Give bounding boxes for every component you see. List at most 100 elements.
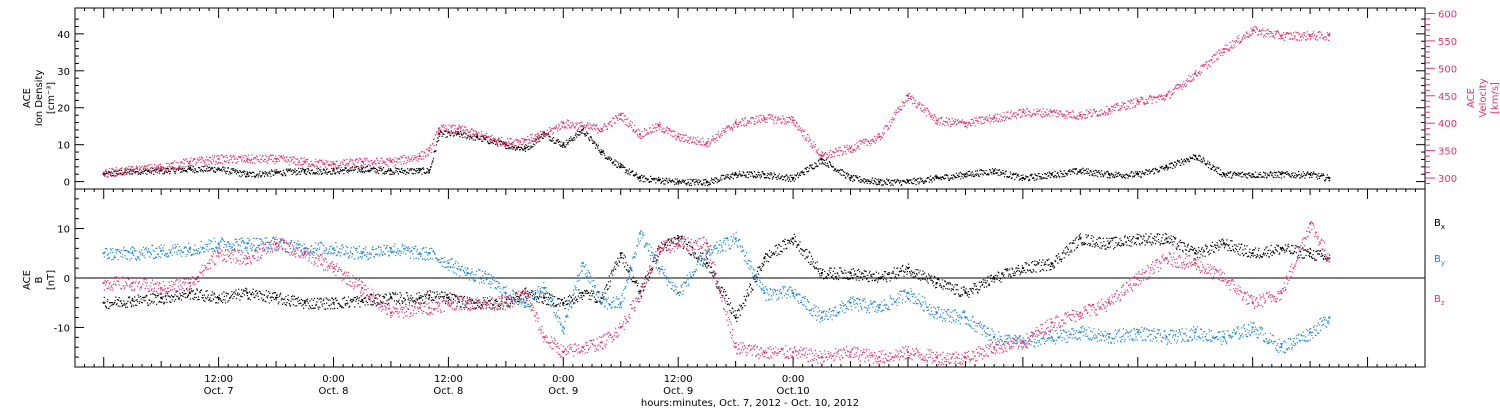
- velocity-sample: [331, 162, 333, 164]
- ion-density-sample: [736, 176, 738, 179]
- ion-density-sample: [224, 167, 226, 169]
- ion-density-sample: [1279, 173, 1281, 175]
- ion-density-sample: [353, 169, 355, 171]
- ion-density-sample: [247, 172, 249, 174]
- velocity-sample: [411, 156, 413, 159]
- ion-density-sample: [767, 172, 769, 175]
- ion-density-sample: [471, 138, 473, 140]
- velocity-sample: [123, 172, 125, 175]
- velocity-sample: [659, 123, 662, 126]
- velocity-sample: [660, 126, 662, 128]
- ion-density-sample: [286, 169, 288, 171]
- bx-sample: [133, 305, 135, 307]
- ion-density-sample: [826, 165, 828, 167]
- ion-density-sample: [248, 175, 250, 177]
- ion-density-sample: [1275, 176, 1277, 179]
- ion-density-sample: [804, 168, 806, 170]
- velocity-sample: [444, 129, 446, 132]
- velocity-sample: [666, 127, 668, 129]
- ion-density-sample: [362, 166, 365, 168]
- velocity-sample: [1110, 105, 1112, 107]
- ion-density-sample: [1219, 169, 1222, 171]
- velocity-sample: [273, 161, 275, 163]
- velocity-sample: [1121, 101, 1123, 103]
- velocity-sample: [141, 170, 143, 172]
- velocity-sample: [312, 164, 314, 166]
- ion-density-sample: [696, 181, 698, 183]
- ion-density-sample: [190, 169, 192, 172]
- velocity-sample: [508, 142, 510, 144]
- velocity-sample: [368, 161, 370, 163]
- ion-density-sample: [166, 167, 168, 169]
- ion-density-sample: [1008, 176, 1010, 178]
- velocity-sample: [716, 139, 718, 142]
- velocity-sample: [595, 125, 597, 127]
- velocity-sample: [755, 118, 757, 120]
- velocity-sample: [366, 164, 369, 167]
- ion-density-sample: [1326, 177, 1328, 179]
- ion-density-sample: [601, 150, 603, 152]
- velocity-sample: [1294, 35, 1296, 38]
- velocity-sample: [1177, 83, 1180, 86]
- ion-density-sample: [435, 150, 437, 152]
- ion-density-sample: [1093, 175, 1095, 177]
- ion-density-sample: [1036, 178, 1038, 180]
- velocity-sample: [433, 145, 435, 147]
- velocity-sample: [1252, 32, 1254, 35]
- ion-density-point: [878, 180, 881, 183]
- ion-density-sample: [738, 173, 740, 175]
- ion-density-sample: [739, 171, 741, 173]
- velocity-sample: [357, 162, 359, 164]
- ion-density-sample: [1051, 174, 1053, 176]
- ion-density-sample: [1176, 163, 1178, 165]
- velocity-sample: [1147, 102, 1149, 104]
- velocity-sample: [417, 160, 419, 162]
- velocity-sample: [1253, 30, 1256, 32]
- ion-density-sample: [950, 177, 952, 179]
- velocity-sample: [380, 165, 382, 168]
- velocity-sample: [1134, 105, 1137, 107]
- ion-density-sample: [752, 175, 754, 177]
- velocity-sample: [848, 145, 851, 147]
- velocity-sample: [436, 131, 438, 133]
- ion-density-sample: [595, 144, 597, 146]
- ion-density-sample: [1021, 179, 1023, 182]
- ion-density-sample: [1013, 172, 1015, 174]
- velocity-sample: [916, 107, 918, 109]
- velocity-sample: [700, 138, 702, 140]
- ion-density-sample: [1082, 167, 1084, 169]
- velocity-sample: [536, 133, 539, 135]
- ion-density-sample: [284, 173, 286, 175]
- ion-density-sample: [802, 172, 804, 174]
- velocity-sample: [309, 165, 312, 167]
- ion-density-sample: [315, 171, 317, 174]
- ion-density-sample: [1231, 174, 1234, 176]
- ion-density-sample: [1209, 161, 1211, 164]
- velocity-sample: [1302, 37, 1304, 39]
- ion-density-sample: [694, 184, 696, 186]
- velocity-sample: [881, 137, 883, 139]
- ion-density-sample: [1038, 175, 1041, 178]
- ion-density-sample: [929, 178, 931, 181]
- velocity-sample: [710, 141, 712, 143]
- velocity-sample: [173, 160, 176, 162]
- velocity-sample: [224, 160, 226, 163]
- ion-density-sample: [804, 174, 806, 176]
- velocity-sample: [909, 93, 911, 95]
- ion-density-point: [246, 173, 249, 176]
- ion-density-sample: [487, 141, 489, 143]
- x-tick-marks: [84, 8, 1416, 367]
- velocity-sample: [1081, 116, 1083, 118]
- velocity-sample: [631, 127, 633, 129]
- ion-density-sample: [770, 173, 772, 175]
- bx-point: [820, 272, 823, 275]
- velocity-sample: [922, 104, 924, 106]
- ion-density-sample: [931, 181, 933, 183]
- velocity-sample: [1140, 98, 1142, 101]
- ion-density-sample: [374, 167, 377, 170]
- ion-density-sample: [627, 170, 629, 172]
- velocity-sample: [209, 160, 211, 162]
- velocity-sample: [1258, 29, 1261, 31]
- velocity-sample: [283, 159, 285, 161]
- ion-density-sample: [1096, 175, 1099, 178]
